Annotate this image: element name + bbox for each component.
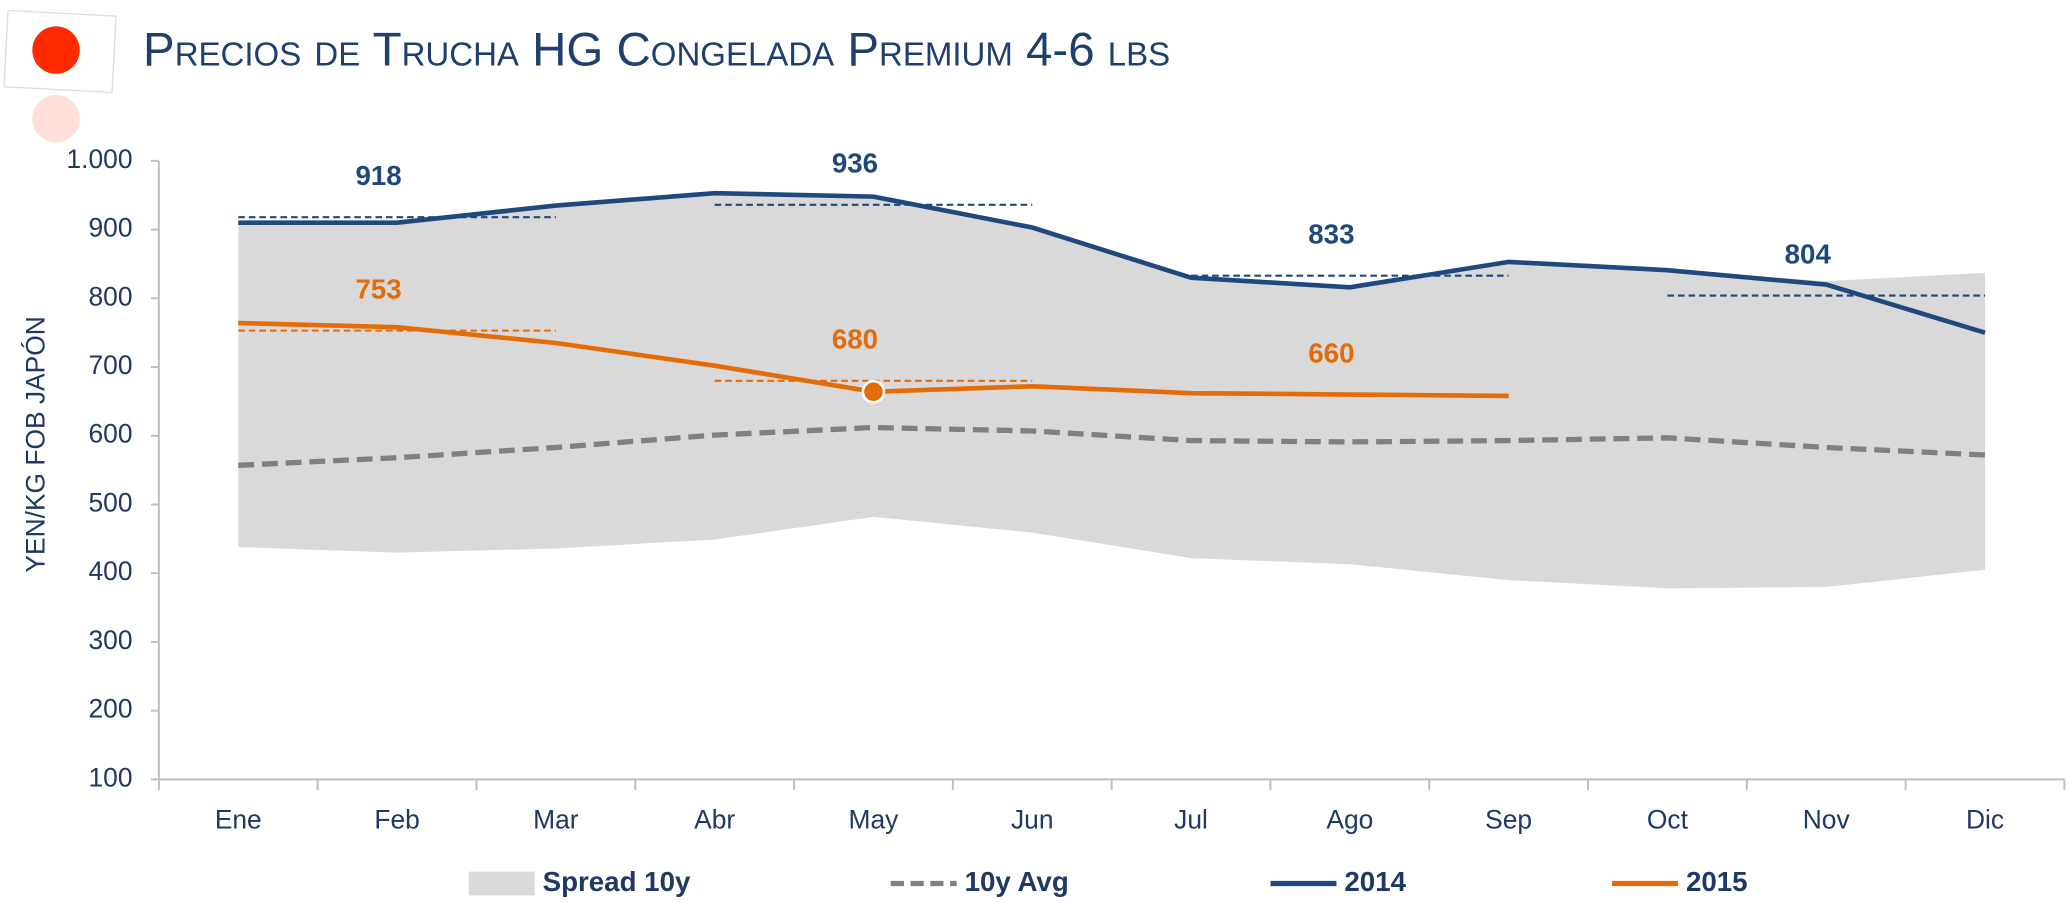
x-tick-label: Oct [1647, 805, 1689, 835]
data-label: 804 [1785, 238, 1832, 269]
y-tick-label: 500 [89, 487, 133, 517]
y-tick-label: 700 [89, 350, 133, 380]
x-tick-label: Feb [374, 805, 419, 835]
legend-label: 2015 [1686, 866, 1748, 897]
data-label: 918 [356, 160, 402, 191]
data-label: 753 [356, 273, 402, 304]
x-tick-label: Dic [1966, 805, 2004, 835]
data-label: 936 [832, 148, 878, 179]
y-tick-label: 800 [89, 281, 133, 311]
data-label: 660 [1308, 337, 1354, 368]
x-tick-label: May [849, 805, 900, 835]
legend-label: 10y Avg [965, 866, 1069, 897]
x-tick-label: Jun [1011, 805, 1054, 835]
legend-label: 2014 [1344, 866, 1406, 897]
data-label: 833 [1308, 218, 1354, 249]
y-tick-label: 300 [89, 625, 133, 655]
data-label: 680 [832, 324, 878, 355]
y-axis-label: YEN/KG FOB JAPÓN [21, 316, 51, 572]
y-tick-label: 100 [89, 762, 133, 792]
x-tick-label: Nov [1803, 805, 1851, 835]
highlight-point [861, 379, 886, 404]
legend-label: Spread 10y [543, 866, 691, 897]
series-line [238, 190, 1986, 335]
x-tick-label: Jul [1174, 805, 1208, 835]
logo [3, 9, 117, 143]
y-tick-label: 400 [89, 556, 133, 586]
y-tick-label: 600 [89, 419, 133, 449]
y-tick-label: 900 [89, 213, 133, 243]
x-tick-label: Mar [533, 805, 579, 835]
x-tick-label: Abr [694, 805, 735, 835]
legend-swatch [468, 871, 535, 896]
y-tick-label: 200 [89, 694, 133, 724]
x-tick-label: Ago [1326, 805, 1373, 835]
series-line [238, 424, 1986, 468]
x-tick-label: Ene [215, 805, 262, 835]
y-tick-label: 1.000 [67, 144, 133, 174]
chart-title: Precios de Trucha HG Congelada Premium 4… [143, 23, 1170, 76]
x-tick-label: Sep [1485, 805, 1532, 835]
